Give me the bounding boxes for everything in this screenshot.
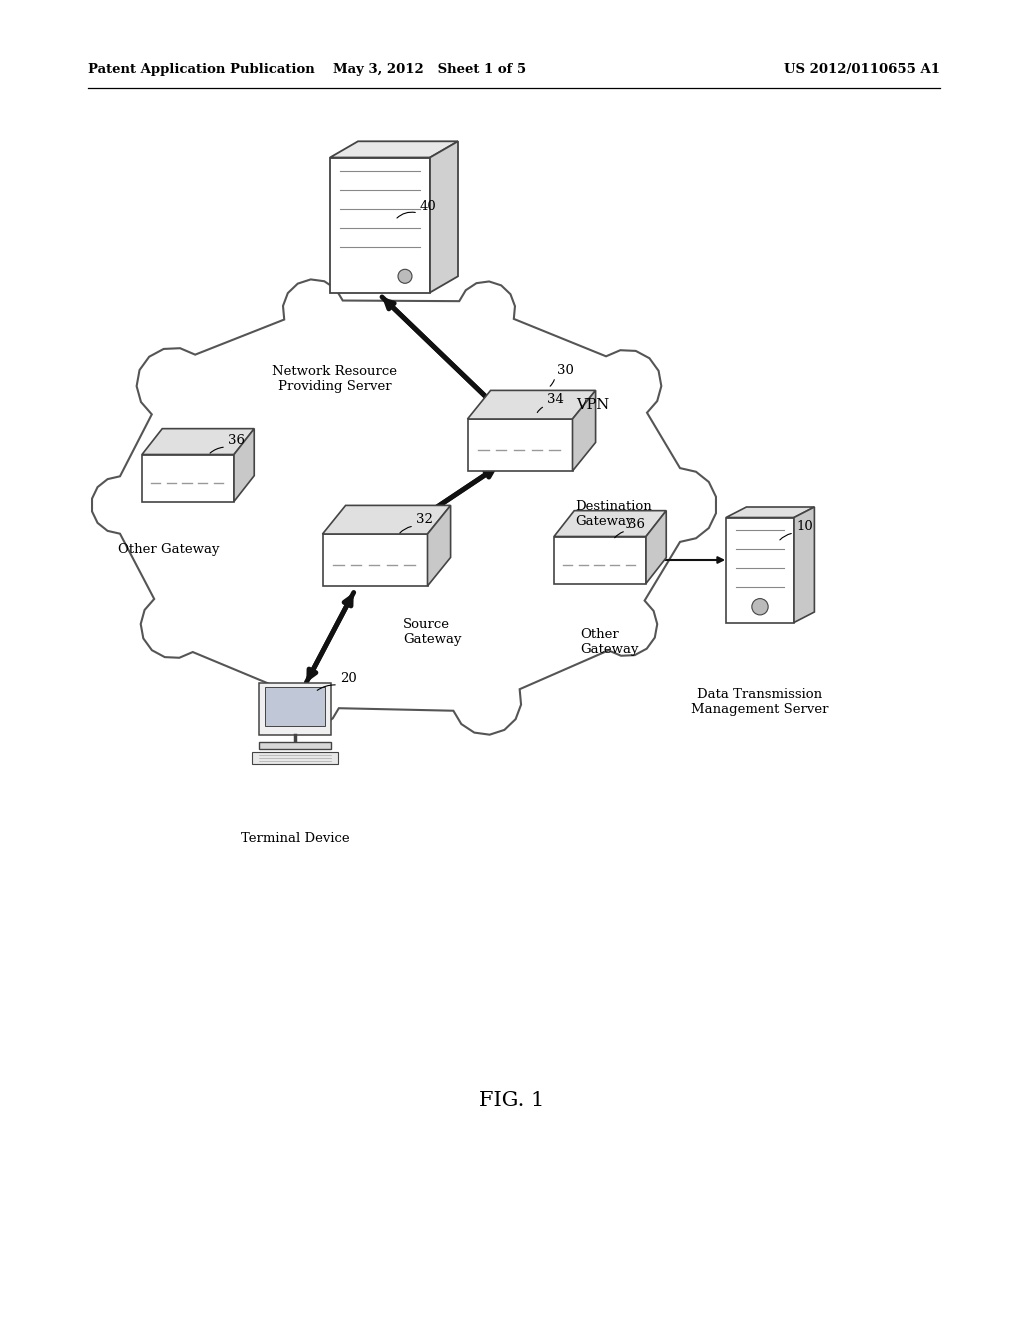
Polygon shape — [794, 507, 814, 623]
Polygon shape — [142, 429, 254, 454]
Bar — [323, 535, 427, 586]
Polygon shape — [430, 141, 458, 293]
Bar — [142, 454, 234, 502]
Polygon shape — [330, 141, 458, 157]
Text: 20: 20 — [340, 672, 356, 685]
Bar — [265, 686, 326, 726]
Polygon shape — [427, 506, 451, 586]
Text: 40: 40 — [420, 201, 437, 213]
Text: Terminal Device: Terminal Device — [241, 832, 349, 845]
Polygon shape — [572, 391, 596, 471]
Text: 10: 10 — [796, 520, 813, 533]
Bar — [252, 752, 338, 764]
Text: FIG. 1: FIG. 1 — [479, 1090, 545, 1110]
Bar — [554, 536, 646, 583]
Text: 32: 32 — [416, 513, 433, 525]
Text: 36: 36 — [228, 434, 245, 447]
Bar — [468, 418, 572, 471]
Text: Other
Gateway: Other Gateway — [580, 628, 639, 656]
Circle shape — [752, 598, 768, 615]
Text: 34: 34 — [547, 393, 564, 407]
Bar — [330, 157, 430, 293]
Polygon shape — [726, 507, 814, 517]
Text: Other Gateway: Other Gateway — [118, 543, 219, 556]
Circle shape — [398, 269, 412, 284]
Text: US 2012/0110655 A1: US 2012/0110655 A1 — [784, 63, 940, 77]
Polygon shape — [468, 391, 596, 418]
Bar — [259, 682, 331, 735]
Text: May 3, 2012   Sheet 1 of 5: May 3, 2012 Sheet 1 of 5 — [334, 63, 526, 77]
Bar — [259, 742, 331, 748]
Bar — [726, 517, 794, 623]
Text: Destination
Gateway: Destination Gateway — [575, 500, 651, 528]
Text: Patent Application Publication: Patent Application Publication — [88, 63, 314, 77]
Text: 36: 36 — [628, 517, 645, 531]
Polygon shape — [234, 429, 254, 502]
Text: VPN: VPN — [575, 399, 609, 412]
Text: Network Resource
Providing Server: Network Resource Providing Server — [272, 366, 397, 393]
Polygon shape — [646, 511, 667, 583]
Polygon shape — [92, 280, 716, 735]
Text: 30: 30 — [557, 364, 573, 378]
Text: Data Transmission
Management Server: Data Transmission Management Server — [691, 688, 828, 715]
Polygon shape — [323, 506, 451, 535]
Polygon shape — [554, 511, 667, 536]
Text: Source
Gateway: Source Gateway — [403, 618, 462, 645]
